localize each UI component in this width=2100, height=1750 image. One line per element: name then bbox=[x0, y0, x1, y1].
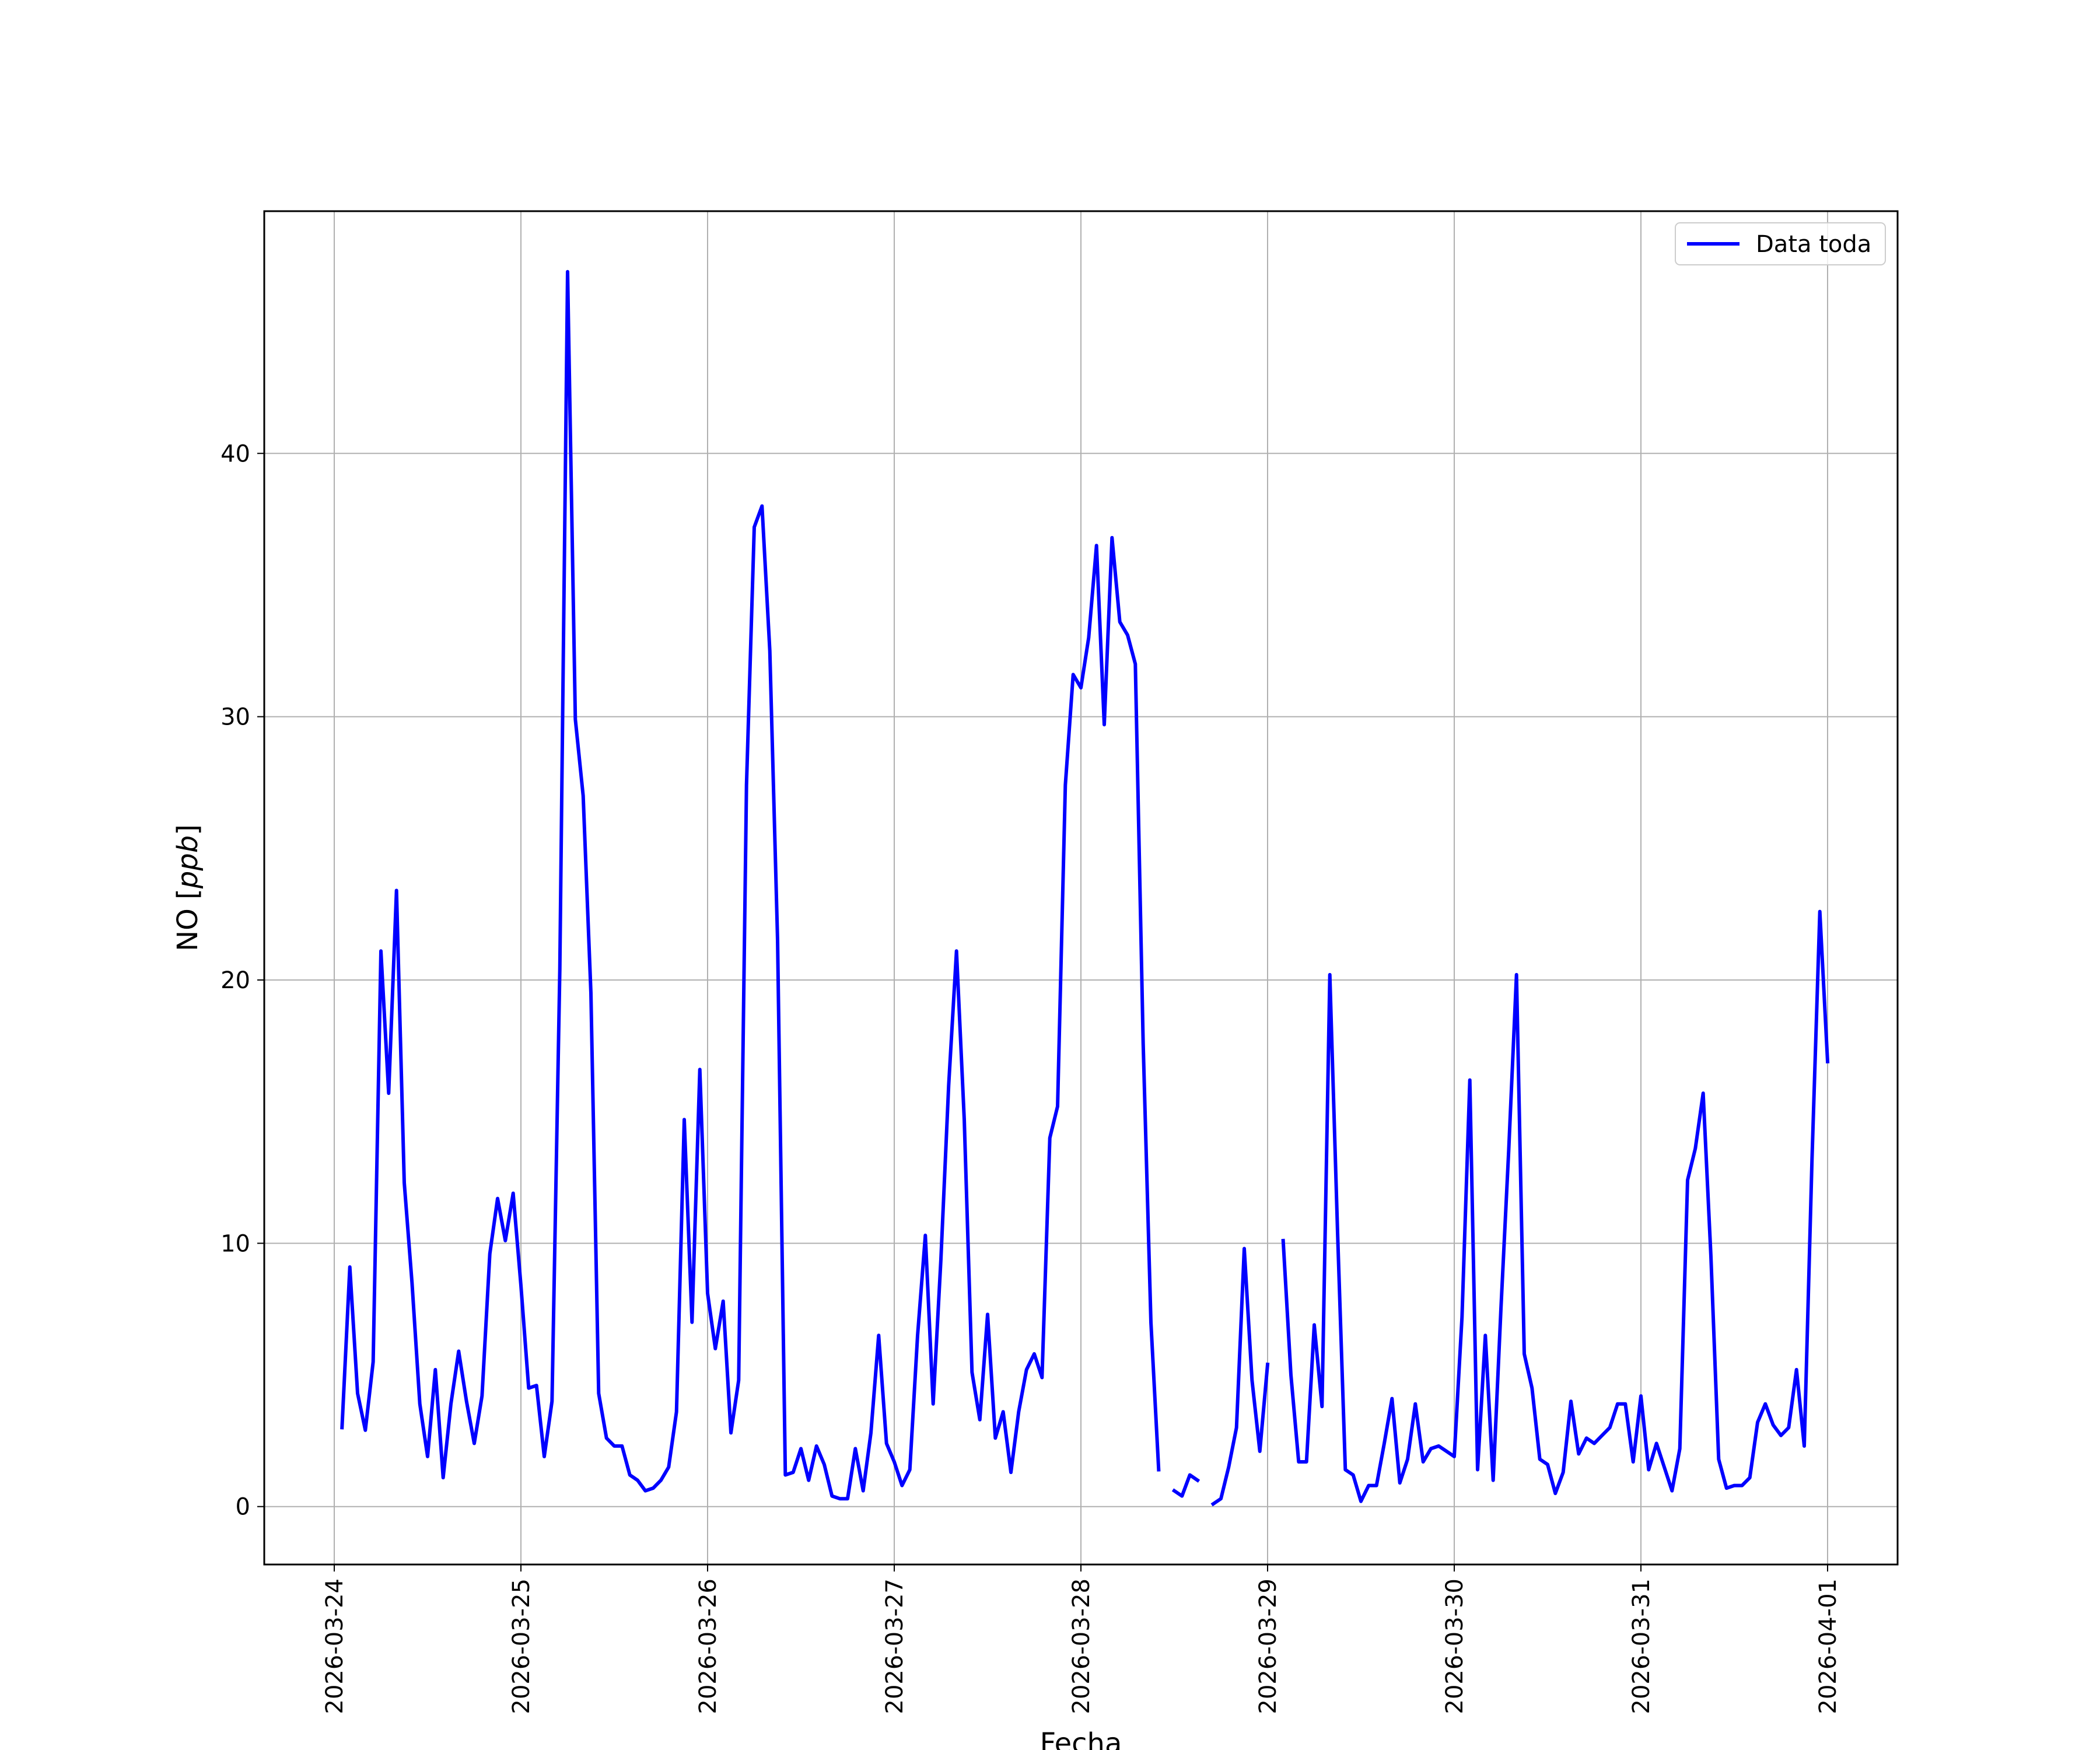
x-tick-label: 2026-03-24 bbox=[321, 1578, 348, 1714]
data-point bbox=[1516, 974, 1517, 975]
data-point bbox=[466, 1401, 467, 1402]
y-tick-label: 10 bbox=[220, 1230, 250, 1257]
data-point bbox=[1656, 1443, 1657, 1444]
data-point bbox=[1329, 974, 1330, 975]
y-axis: 0 10 20 30 40 bbox=[220, 440, 264, 1521]
data-point bbox=[349, 1267, 350, 1268]
data-point bbox=[1431, 1448, 1432, 1449]
data-point bbox=[668, 1467, 669, 1468]
data-point bbox=[1361, 1501, 1362, 1502]
data-point bbox=[1485, 1335, 1486, 1336]
y-tick-label: 0 bbox=[236, 1494, 250, 1521]
x-tick-label: 2026-04-01 bbox=[1815, 1578, 1842, 1714]
data-point bbox=[1011, 1472, 1012, 1473]
data-point bbox=[855, 1448, 856, 1449]
data-point bbox=[536, 1385, 537, 1386]
data-point bbox=[1501, 1309, 1502, 1310]
data-point bbox=[1158, 1469, 1159, 1470]
data-point bbox=[1104, 724, 1105, 725]
data-point bbox=[1571, 1401, 1572, 1402]
data-point bbox=[1734, 1485, 1735, 1486]
legend-frame bbox=[1675, 222, 1886, 265]
data-point bbox=[1384, 1443, 1385, 1444]
y-tick-label: 40 bbox=[220, 440, 250, 467]
data-point bbox=[1524, 1353, 1525, 1354]
series-layer bbox=[340, 270, 1830, 1507]
x-axis-label: Fecha bbox=[1040, 1727, 1122, 1750]
data-point bbox=[559, 969, 560, 970]
data-point bbox=[1228, 1467, 1229, 1468]
data-point bbox=[1368, 1485, 1369, 1486]
data-point bbox=[699, 1069, 700, 1070]
y-tick-label: 30 bbox=[220, 704, 250, 731]
data-point bbox=[1174, 1490, 1175, 1491]
data-point bbox=[1695, 1148, 1696, 1149]
data-point bbox=[715, 1348, 716, 1349]
data-point bbox=[979, 1419, 980, 1420]
series-line-0 bbox=[340, 270, 1830, 1507]
y-axis-label-text: NO [ bbox=[172, 888, 204, 951]
data-point bbox=[1679, 1448, 1680, 1449]
data-point bbox=[824, 1464, 825, 1465]
x-tick-label: 2026-03-27 bbox=[881, 1578, 908, 1714]
data-point bbox=[1781, 1435, 1782, 1436]
data-point bbox=[1555, 1493, 1556, 1494]
data-point bbox=[521, 1285, 522, 1286]
data-point bbox=[1345, 1469, 1346, 1470]
data-point bbox=[909, 1469, 910, 1470]
data-point bbox=[1236, 1427, 1237, 1428]
data-point bbox=[575, 719, 576, 720]
x-tick-label: 2026-03-29 bbox=[1255, 1578, 1282, 1714]
legend-label: Data toda bbox=[1756, 231, 1871, 258]
legend: Data toda bbox=[1675, 222, 1886, 265]
data-point bbox=[878, 1335, 879, 1336]
x-tick-label: 2026-03-26 bbox=[695, 1578, 722, 1714]
x-tick-label: 2026-03-31 bbox=[1628, 1578, 1655, 1714]
data-point bbox=[769, 650, 770, 651]
y-axis-label-unit: ppb bbox=[172, 835, 204, 889]
data-point bbox=[1594, 1443, 1595, 1444]
data-point bbox=[925, 1235, 926, 1236]
data-point bbox=[1376, 1485, 1377, 1486]
y-axis-label-close: ] bbox=[172, 824, 204, 835]
y-axis-label: NO [ppb] bbox=[172, 824, 204, 951]
data-point bbox=[1788, 1427, 1789, 1428]
x-axis: 2026-03-24 2026-03-25 2026-03-26 2026-03-27… bbox=[321, 1564, 1842, 1714]
data-point bbox=[544, 1456, 545, 1457]
data-point bbox=[684, 1119, 685, 1120]
data-point bbox=[746, 785, 747, 786]
data-point bbox=[1291, 1375, 1292, 1376]
data-point bbox=[1065, 785, 1066, 786]
data-point bbox=[396, 890, 397, 891]
x-tick-label: 2026-03-25 bbox=[508, 1578, 535, 1714]
data-point bbox=[1664, 1467, 1665, 1468]
data-point bbox=[1539, 1459, 1540, 1460]
data-point bbox=[1096, 545, 1097, 546]
data-point bbox=[1819, 911, 1820, 912]
data-point bbox=[886, 1443, 887, 1444]
data-point bbox=[1034, 1353, 1035, 1354]
data-point bbox=[801, 1448, 802, 1449]
grid-lines bbox=[264, 211, 1898, 1564]
data-point bbox=[505, 1240, 506, 1241]
data-point bbox=[645, 1490, 646, 1491]
data-point bbox=[388, 1093, 389, 1094]
data-point bbox=[964, 1119, 965, 1120]
y-tick-label: 20 bbox=[220, 967, 250, 994]
data-point bbox=[1609, 1427, 1610, 1428]
data-point bbox=[738, 1380, 739, 1381]
x-tick-label: 2026-03-30 bbox=[1441, 1578, 1468, 1714]
data-point bbox=[404, 1182, 405, 1183]
data-point bbox=[1726, 1488, 1727, 1489]
data-point bbox=[1508, 1151, 1509, 1152]
x-tick-label: 2026-03-28 bbox=[1068, 1578, 1095, 1714]
data-point bbox=[598, 1393, 599, 1394]
data-point bbox=[1648, 1469, 1649, 1470]
data-point bbox=[474, 1443, 475, 1444]
data-point bbox=[1244, 1248, 1245, 1249]
data-point bbox=[1454, 1456, 1455, 1457]
data-point bbox=[1718, 1459, 1719, 1460]
